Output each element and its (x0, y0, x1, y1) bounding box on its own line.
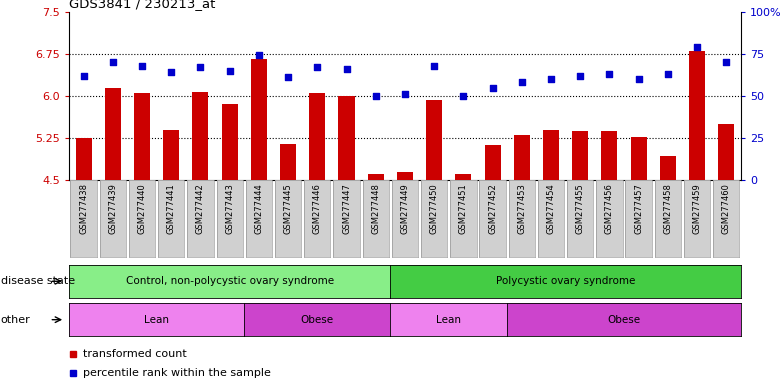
Point (545, 76, 557, 82)
Text: GDS3841 / 230213_at: GDS3841 / 230213_at (69, 0, 216, 10)
Text: GSM277455: GSM277455 (575, 183, 585, 233)
Point (691, 44, 703, 50)
Text: GSM277438: GSM277438 (79, 183, 88, 234)
Point (223, 68, 236, 74)
Point (311, 64, 324, 70)
Point (340, 66, 353, 72)
Text: GSM277446: GSM277446 (313, 183, 321, 233)
Point (428, 63, 441, 69)
Point (78, 73, 90, 79)
Text: percentile rank within the sample: percentile rank within the sample (83, 368, 271, 378)
Point (516, 79, 528, 86)
Bar (368, 174, 383, 180)
Point (281, 74, 294, 81)
Bar (543, 130, 559, 180)
Point (107, 59, 119, 65)
Text: disease state: disease state (1, 276, 75, 286)
Bar (163, 130, 180, 180)
Bar (280, 144, 296, 180)
Text: GSM277442: GSM277442 (196, 183, 205, 233)
Point (457, 93, 470, 99)
Text: GSM277454: GSM277454 (546, 183, 556, 233)
Bar (134, 93, 150, 180)
Text: Control, non-polycystic ovary syndrome: Control, non-polycystic ovary syndrome (125, 276, 334, 286)
Bar (426, 100, 442, 180)
Bar (397, 172, 413, 180)
Text: other: other (1, 314, 31, 325)
Point (486, 84, 499, 91)
Point (369, 93, 382, 99)
Text: GSM277441: GSM277441 (167, 183, 176, 233)
Point (603, 71, 615, 77)
Bar (456, 174, 471, 180)
Text: GSM277452: GSM277452 (488, 183, 497, 233)
Point (720, 59, 732, 65)
Point (194, 64, 207, 70)
Point (574, 73, 586, 79)
Point (252, 52, 265, 58)
Point (165, 69, 177, 75)
Point (662, 71, 674, 77)
Text: GSM277444: GSM277444 (254, 183, 263, 233)
Text: GSM277447: GSM277447 (342, 183, 351, 233)
Bar (660, 156, 676, 180)
Text: Obese: Obese (608, 314, 641, 325)
Point (633, 76, 645, 82)
Text: GSM277460: GSM277460 (722, 183, 731, 233)
Bar (339, 96, 354, 180)
Text: GSM277457: GSM277457 (634, 183, 643, 233)
Text: GSM277448: GSM277448 (371, 183, 380, 233)
Bar (75, 138, 92, 180)
Text: transformed count: transformed count (83, 349, 187, 359)
Text: GSM277453: GSM277453 (517, 183, 526, 233)
Bar (572, 131, 588, 180)
Text: GSM277440: GSM277440 (137, 183, 147, 233)
Bar (222, 104, 238, 180)
Text: Obese: Obese (301, 314, 334, 325)
Bar (718, 124, 735, 180)
Point (136, 63, 148, 69)
Text: GSM277445: GSM277445 (284, 183, 292, 233)
Bar (485, 145, 501, 180)
Text: GSM277459: GSM277459 (692, 183, 702, 233)
Bar (514, 136, 530, 180)
Text: Lean: Lean (436, 314, 461, 325)
Text: GSM277449: GSM277449 (401, 183, 409, 233)
Bar (251, 60, 267, 180)
Text: GSM277443: GSM277443 (225, 183, 234, 233)
Text: GSM277439: GSM277439 (108, 183, 118, 233)
Text: GSM277456: GSM277456 (605, 183, 614, 233)
Bar (192, 92, 209, 180)
Bar (309, 93, 325, 180)
Point (398, 91, 411, 98)
Bar (601, 131, 618, 180)
Text: GSM277458: GSM277458 (663, 183, 673, 233)
Text: Polycystic ovary syndrome: Polycystic ovary syndrome (496, 276, 635, 286)
Bar (105, 88, 121, 180)
Bar (630, 137, 647, 180)
Text: Lean: Lean (144, 314, 169, 325)
Text: GSM277450: GSM277450 (430, 183, 439, 233)
Text: GSM277451: GSM277451 (459, 183, 468, 233)
Bar (689, 51, 705, 180)
